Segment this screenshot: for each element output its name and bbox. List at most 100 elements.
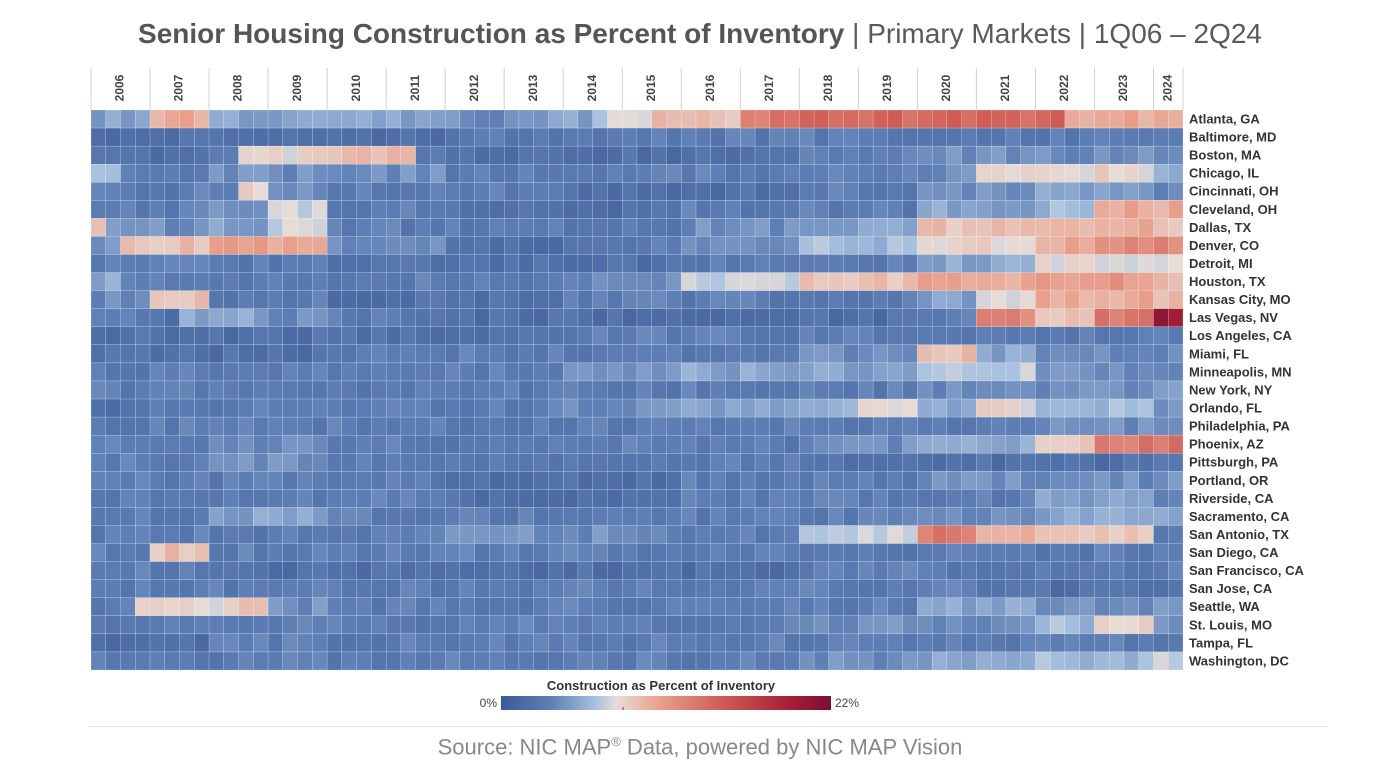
heatmap-cell — [548, 416, 564, 436]
heatmap-cell — [326, 615, 343, 635]
heatmap-cell — [208, 489, 225, 508]
heatmap-cell — [592, 236, 608, 255]
heatmap-cell — [872, 453, 889, 472]
heatmap-cell — [769, 200, 785, 219]
heatmap-cell — [1153, 507, 1169, 526]
heatmap-cell — [902, 254, 918, 273]
heatmap-cell — [400, 344, 416, 364]
heatmap-cell — [710, 127, 726, 147]
heatmap-cell — [282, 326, 298, 346]
heatmap-cell — [90, 489, 106, 508]
heatmap-cell — [1005, 218, 1021, 237]
heatmap-cell — [754, 453, 771, 472]
heatmap-cell — [622, 362, 638, 382]
heatmap-cell — [223, 109, 239, 129]
heatmap-cell — [415, 182, 431, 201]
heatmap-cell — [1094, 254, 1110, 273]
heatmap-cell — [843, 326, 859, 346]
heatmap-cell — [976, 272, 992, 291]
heatmap-cell — [312, 308, 328, 327]
heatmap-cell — [784, 579, 800, 598]
heatmap-cell — [666, 362, 682, 382]
heatmap-cell — [444, 145, 461, 165]
heatmap-cell — [1109, 380, 1125, 400]
heatmap-cell — [430, 525, 446, 544]
heatmap-cell — [1123, 308, 1139, 327]
heatmap-cell — [341, 272, 357, 291]
heatmap-cell — [120, 579, 136, 598]
heatmap-cell — [784, 525, 800, 544]
heatmap-cell — [430, 561, 446, 580]
heatmap-cell — [179, 651, 195, 671]
heatmap-cell — [902, 236, 918, 255]
heatmap-cell — [946, 200, 962, 219]
heatmap-cell — [518, 651, 534, 671]
heatmap-cell — [946, 164, 962, 183]
heatmap-cell — [504, 597, 520, 616]
heatmap-cell — [371, 272, 387, 291]
heatmap-cell — [681, 416, 697, 436]
heatmap-cell — [592, 218, 608, 237]
heatmap-cell — [784, 127, 800, 147]
heatmap-cell — [1138, 164, 1154, 183]
heatmap-cell — [1020, 651, 1036, 671]
heatmap-cell — [695, 308, 711, 327]
heatmap-cell — [622, 254, 638, 273]
heatmap-cell — [1153, 543, 1169, 562]
heatmap-cell — [681, 326, 697, 346]
heatmap-cell — [135, 489, 151, 508]
heatmap-cell — [887, 127, 903, 147]
heatmap-cell — [1138, 254, 1154, 273]
heatmap-cell — [799, 164, 815, 183]
heatmap-cell — [622, 525, 638, 544]
year-label: 2007 — [172, 74, 186, 101]
heatmap-cell — [164, 290, 180, 309]
heatmap-cell — [666, 236, 682, 255]
heatmap-cell — [444, 109, 461, 129]
heatmap-cell — [533, 308, 549, 327]
heatmap-cell — [504, 182, 520, 201]
heatmap-cell — [341, 362, 357, 382]
heatmap-cell — [1109, 109, 1125, 129]
heatmap-cell — [415, 489, 431, 508]
heatmap-cell — [666, 145, 682, 165]
heatmap-cell — [120, 398, 136, 418]
heatmap-cell — [681, 453, 697, 472]
heatmap-cell — [194, 434, 210, 454]
heatmap-cell — [872, 398, 889, 418]
heatmap-cell — [548, 579, 564, 598]
heatmap-cell — [828, 272, 844, 291]
heatmap-cell — [341, 290, 357, 309]
heatmap-cell — [297, 651, 313, 671]
heatmap-cell — [400, 182, 416, 201]
heatmap-cell — [533, 434, 549, 454]
heatmap-cell — [504, 362, 520, 382]
heatmap-cell — [1153, 398, 1169, 418]
year-label: 2008 — [231, 74, 245, 101]
heatmap-cell — [858, 633, 874, 653]
heatmap-cell — [622, 471, 638, 490]
market-label: Atlanta, GA — [1189, 111, 1260, 126]
heatmap-cell — [607, 308, 623, 327]
heatmap-cell — [1064, 218, 1080, 237]
heatmap-cell — [754, 489, 771, 508]
heatmap-cell — [135, 651, 151, 671]
heatmap-cell — [695, 362, 711, 382]
heatmap-cell — [312, 561, 328, 580]
heatmap-cell — [1138, 579, 1154, 598]
heatmap-cell — [135, 200, 151, 219]
heatmap-cell — [769, 398, 785, 418]
heatmap-cell — [1079, 254, 1095, 273]
heatmap-cell — [208, 525, 225, 544]
heatmap-cell — [1138, 290, 1154, 309]
heatmap-cell — [666, 543, 682, 562]
heatmap-cell — [666, 416, 682, 436]
heatmap-cell — [194, 489, 210, 508]
heatmap-cell — [312, 272, 328, 291]
heatmap-cell — [548, 290, 564, 309]
heatmap-cell — [341, 380, 357, 400]
heatmap-cell — [828, 489, 844, 508]
heatmap-cell — [504, 326, 520, 346]
heatmap-cell — [267, 507, 284, 526]
heatmap-cell — [312, 362, 328, 382]
